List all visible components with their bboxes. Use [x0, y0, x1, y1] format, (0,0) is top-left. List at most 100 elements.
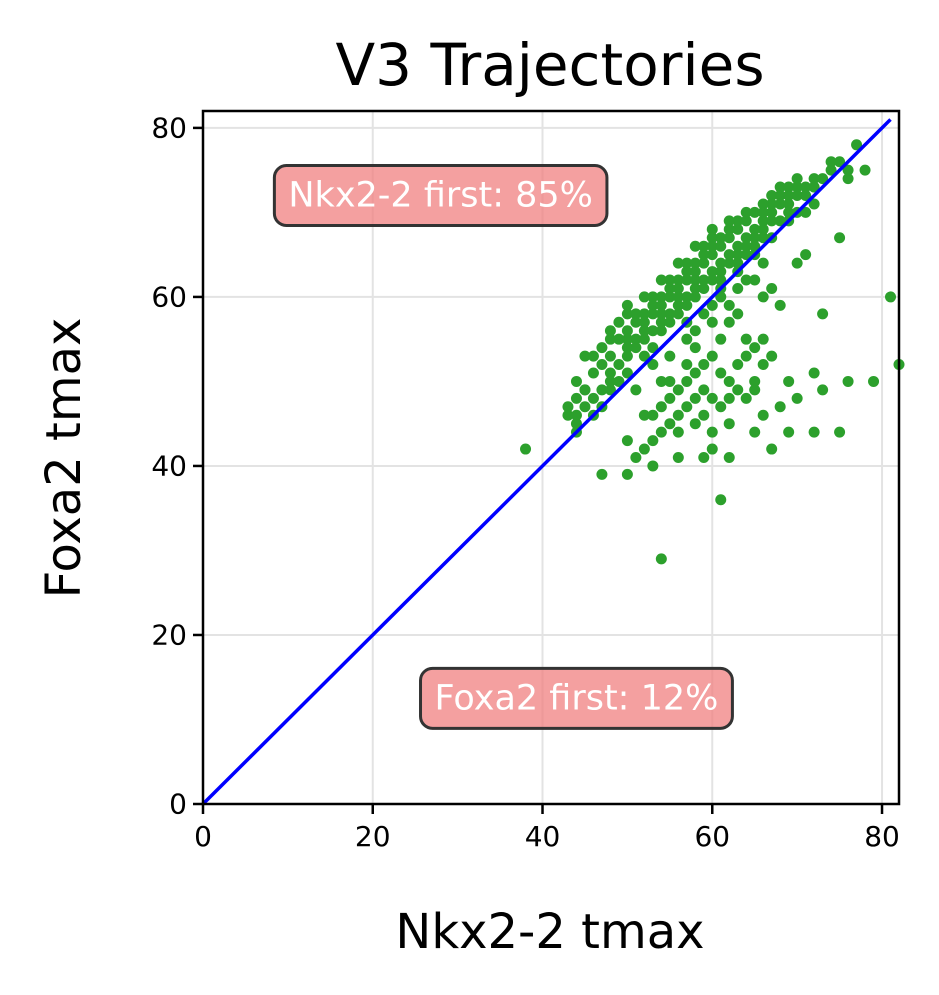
data-point — [791, 392, 803, 404]
data-point — [766, 198, 778, 210]
data-point — [757, 206, 769, 218]
data-point — [800, 181, 812, 193]
diagonal-line — [201, 118, 892, 806]
data-point — [689, 367, 701, 379]
data-point — [740, 232, 752, 244]
data-point — [732, 240, 744, 252]
data-point — [647, 291, 659, 303]
data-point — [630, 342, 642, 354]
y-tick-label: 40 — [151, 449, 187, 482]
data-point — [715, 401, 727, 413]
data-point — [655, 375, 667, 387]
data-point — [672, 426, 684, 438]
data-point — [630, 316, 642, 328]
data-point — [689, 266, 701, 278]
data-point — [783, 426, 795, 438]
data-point — [672, 274, 684, 286]
data-point — [655, 299, 667, 311]
data-point — [706, 274, 718, 286]
data-point — [749, 384, 761, 396]
data-point — [655, 274, 667, 286]
data-point — [706, 223, 718, 235]
annotation-text: Foxa2 first: 12% — [435, 678, 719, 718]
annotations: Nkx2-2 first: 85% Foxa2 first: 12% — [272, 164, 734, 730]
data-point — [723, 452, 735, 463]
data-point — [630, 384, 642, 396]
data-point — [664, 316, 676, 328]
data-point — [834, 426, 846, 438]
data-point — [698, 274, 710, 286]
data-point — [562, 409, 574, 421]
data-point — [715, 291, 727, 303]
data-point — [681, 333, 693, 345]
data-point — [655, 291, 667, 303]
data-point — [689, 274, 701, 286]
data-point — [749, 274, 761, 286]
data-point — [520, 443, 532, 455]
data-point — [774, 215, 786, 227]
data-point — [621, 367, 633, 379]
data-point — [842, 375, 854, 387]
data-point — [621, 308, 633, 320]
data-point — [689, 257, 701, 269]
data-point — [766, 206, 778, 218]
data-point — [681, 291, 693, 303]
data-point — [706, 249, 718, 261]
data-point — [681, 266, 693, 278]
data-point — [604, 367, 616, 379]
data-point — [621, 350, 633, 362]
data-point — [749, 223, 761, 235]
data-point — [681, 401, 693, 413]
data-point — [715, 266, 727, 278]
data-point — [766, 350, 778, 362]
data-point — [757, 223, 769, 235]
data-point — [664, 282, 676, 294]
data-point — [723, 249, 735, 261]
data-point — [766, 215, 778, 227]
data-point — [655, 426, 667, 438]
data-point — [723, 418, 735, 430]
data-point — [723, 215, 735, 227]
data-point — [757, 333, 769, 345]
data-point — [885, 291, 897, 303]
data-point — [715, 232, 727, 244]
data-point — [715, 274, 727, 286]
data-point — [630, 452, 642, 463]
data-point — [740, 249, 752, 261]
data-point — [647, 325, 659, 337]
data-point — [689, 392, 701, 404]
data-point — [638, 325, 650, 337]
x-tick-label: 0 — [194, 820, 212, 853]
data-point — [664, 291, 676, 303]
data-point — [791, 173, 803, 185]
x-tick-label: 60 — [694, 820, 730, 853]
data-point — [740, 392, 752, 404]
annotation-nkx-first: Nkx2-2 first: 85% — [272, 164, 609, 228]
data-point — [817, 384, 829, 396]
data-point — [621, 342, 633, 354]
data-point — [672, 384, 684, 396]
data-point — [638, 333, 650, 345]
annotation-box — [419, 666, 734, 730]
annotation-foxa-first: Foxa2 first: 12% — [419, 666, 734, 730]
data-point — [647, 299, 659, 311]
data-point — [774, 181, 786, 193]
data-point — [655, 553, 667, 565]
data-point — [808, 173, 820, 185]
data-point — [638, 291, 650, 303]
data-point — [791, 257, 803, 269]
data-point — [638, 350, 650, 362]
data-point — [672, 299, 684, 311]
x-tick-label: 20 — [355, 820, 391, 853]
data-point — [783, 206, 795, 218]
data-point — [664, 350, 676, 362]
data-point — [732, 359, 744, 371]
data-point — [723, 232, 735, 244]
data-point — [783, 181, 795, 193]
data-point — [604, 375, 616, 387]
data-point — [621, 299, 633, 311]
data-point — [672, 409, 684, 421]
data-point — [808, 426, 820, 438]
data-point — [647, 359, 659, 371]
data-point — [681, 359, 693, 371]
